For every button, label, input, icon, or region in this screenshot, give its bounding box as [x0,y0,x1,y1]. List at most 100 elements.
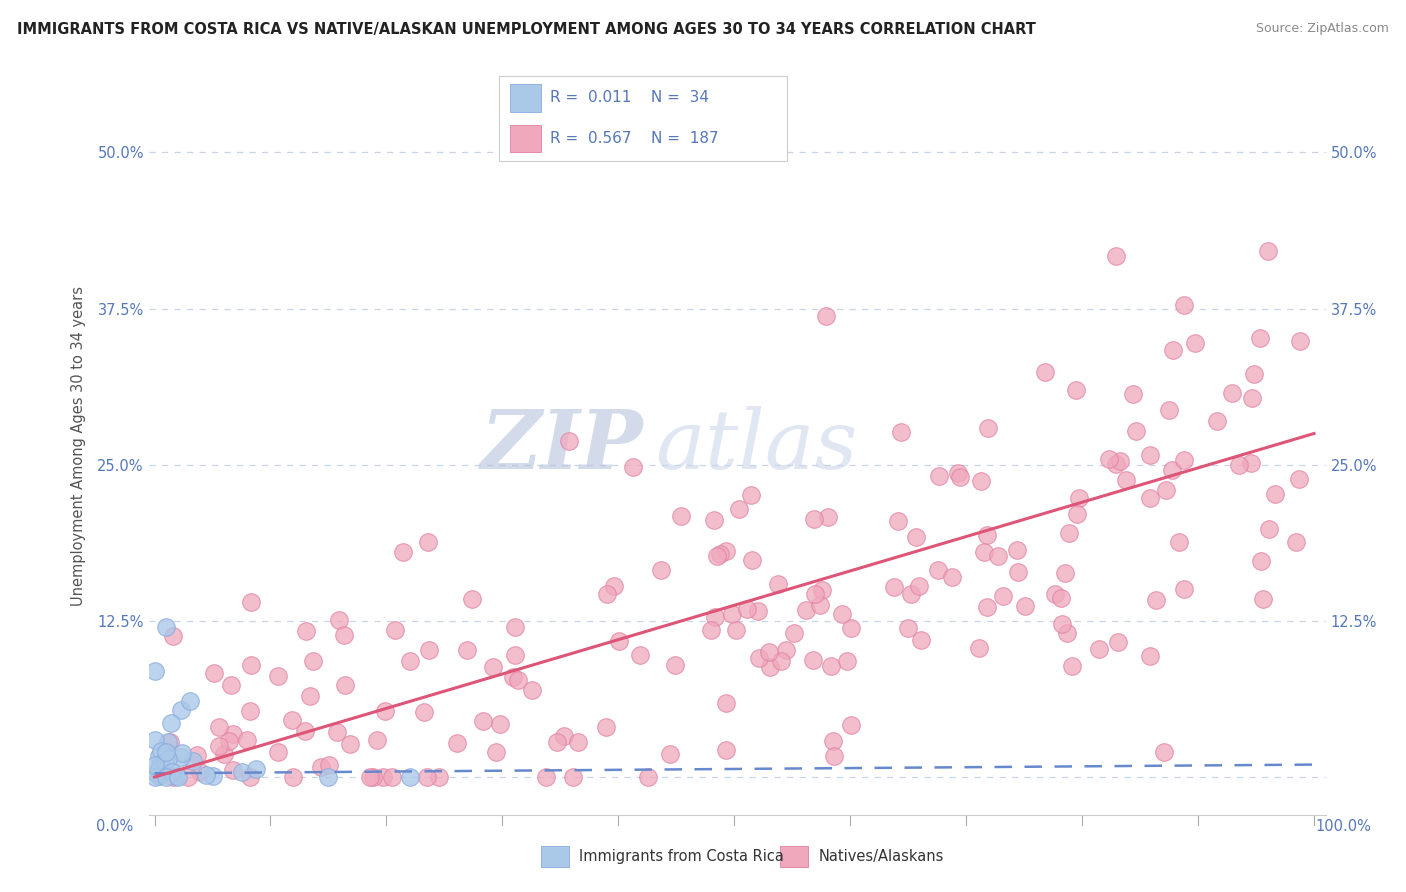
Point [883,580,905,594]
Point [823,733,845,747]
Point [839,717,862,731]
Point [1240,391,1263,405]
Point [1160,463,1182,477]
Point [1184,336,1206,351]
Point [993,590,1015,604]
Point [967,641,990,656]
Point [709,547,731,561]
Point [741,553,763,567]
Point [804,587,827,601]
Point [155,770,177,784]
Point [1005,542,1028,557]
Point [669,509,692,524]
Point [1062,659,1084,673]
Point [218,734,240,748]
Point [222,763,245,777]
Text: 0.0%: 0.0% [96,820,132,834]
Point [159,735,181,749]
Point [281,770,304,784]
Point [143,770,166,784]
Point [374,704,396,718]
Point [208,739,231,753]
Point [1056,626,1078,640]
Point [392,545,415,559]
Point [446,736,468,750]
Point [706,549,728,563]
Point [335,677,357,691]
Point [155,620,177,634]
Point [716,697,738,711]
Point [823,749,845,764]
Point [558,434,581,448]
Point [1257,244,1279,259]
Point [714,544,737,558]
Point [1264,487,1286,501]
Point [373,770,395,784]
Point [1205,413,1227,427]
Point [165,769,187,783]
Point [721,607,744,622]
Point [148,762,170,776]
Point [949,470,972,484]
Point [737,601,759,615]
Point [623,460,645,475]
Point [361,770,384,784]
Point [236,732,259,747]
Point [502,670,524,684]
Point [1053,566,1076,581]
Point [1161,343,1184,357]
Point [222,727,245,741]
Point [803,511,825,525]
Point [1250,554,1272,568]
Point [207,720,229,734]
Point [650,563,672,577]
Point [201,768,224,782]
Point [1122,386,1144,401]
Point [488,717,510,731]
Point [1144,592,1167,607]
Point [384,624,406,638]
Point [1014,599,1036,613]
Point [1139,491,1161,505]
Point [987,549,1010,564]
Point [148,769,170,783]
Point [219,677,242,691]
Point [1057,525,1080,540]
Point [162,629,184,643]
Point [976,528,998,542]
Point [1173,298,1195,312]
Point [900,587,922,601]
Point [1105,457,1128,471]
Point [808,598,831,612]
Point [904,530,927,544]
Point [1220,386,1243,401]
Point [714,743,737,757]
Point [977,420,1000,434]
Point [398,770,420,784]
Point [1285,535,1308,549]
Point [927,563,949,577]
Text: Natives/Alaskans: Natives/Alaskans [818,849,943,863]
Point [637,770,659,784]
Point [482,660,505,674]
Text: ZIP: ZIP [481,406,643,486]
Point [970,475,993,489]
Point [202,666,225,681]
Point [801,653,824,667]
Text: R =  0.011    N =  34: R = 0.011 N = 34 [550,90,709,105]
Point [837,654,859,668]
Point [725,623,748,637]
Point [628,648,651,662]
Point [294,624,316,639]
Point [1087,641,1109,656]
Point [794,603,817,617]
Point [758,660,780,674]
Point [162,770,184,784]
Point [245,762,267,776]
Point [381,770,404,784]
Point [157,735,180,749]
Point [212,747,235,761]
Point [318,758,340,772]
Point [1153,745,1175,759]
Point [770,655,793,669]
